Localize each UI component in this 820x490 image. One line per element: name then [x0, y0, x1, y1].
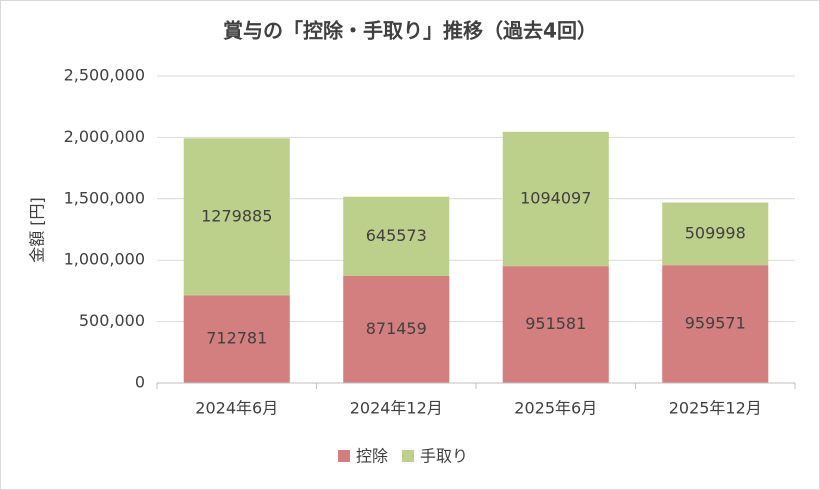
y-tick-label: 2,000,000 [64, 127, 145, 146]
chart-title: 賞与の「控除・手取り」推移（過去4回） [223, 19, 597, 43]
bar-segment [343, 275, 450, 383]
bar-segment [502, 131, 609, 267]
bar-segment [662, 265, 769, 383]
data-label: 712781 [206, 329, 267, 348]
x-tick-label: 2024年12月 [350, 399, 443, 418]
bar-segment [343, 196, 450, 276]
legend-swatch [338, 450, 350, 462]
y-axis-label: 金額 [円] [28, 197, 47, 263]
x-tick-label: 2025年12月 [669, 399, 762, 418]
data-label: 871459 [366, 319, 427, 338]
data-label: 645573 [366, 226, 427, 245]
bar-segment [502, 266, 609, 383]
bar-segment [183, 138, 290, 296]
legend-label: 控除 [356, 447, 388, 466]
y-tick-label: 500,000 [79, 311, 145, 330]
data-label: 959571 [685, 314, 746, 333]
bar-segment [662, 202, 769, 266]
data-label: 951581 [525, 314, 586, 333]
data-label: 509998 [685, 223, 746, 242]
x-tick-label: 2025年6月 [514, 399, 597, 418]
legend-swatch [402, 450, 414, 462]
legend-label: 手取り [420, 447, 468, 466]
y-tick-label: 1,000,000 [64, 250, 145, 269]
y-tick-label: 0 [135, 373, 145, 392]
data-label: 1094097 [520, 188, 591, 207]
y-tick-label: 1,500,000 [64, 188, 145, 207]
bar-segment [183, 295, 290, 383]
data-label: 1279885 [201, 206, 272, 225]
y-tick-label: 2,500,000 [64, 66, 145, 85]
x-tick-label: 2024年6月 [195, 399, 278, 418]
